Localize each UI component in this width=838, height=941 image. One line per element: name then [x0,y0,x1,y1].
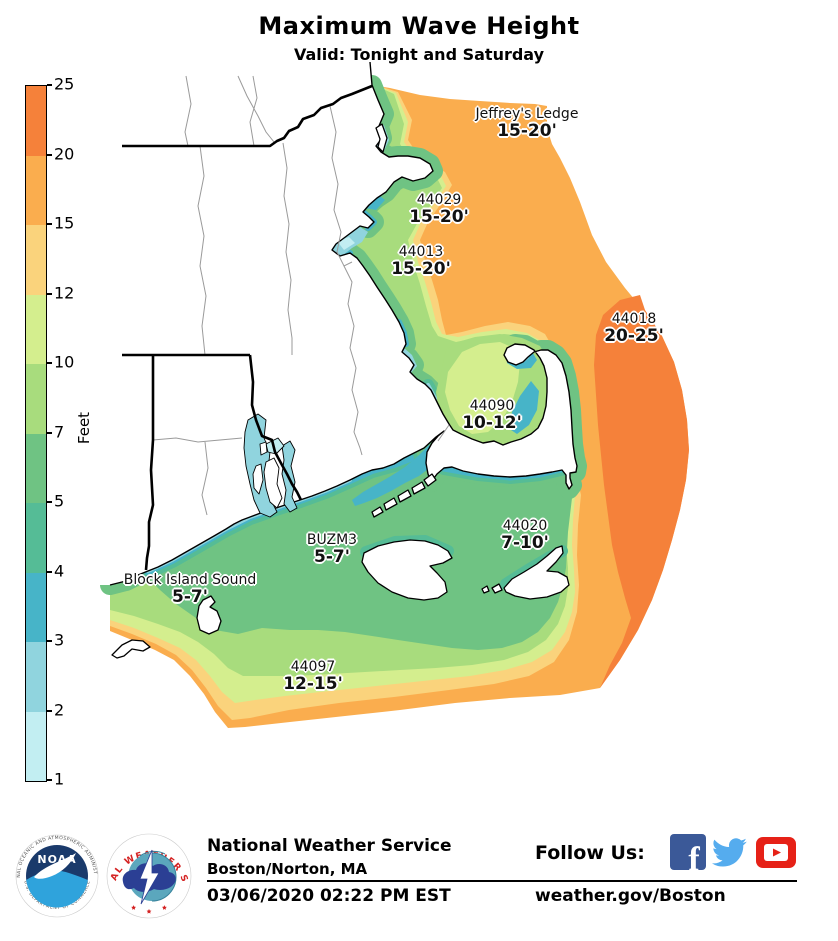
colorbar-tick [47,292,52,295]
wave-height-colorbar [25,85,47,782]
map-label-value: 20-25' [604,326,664,346]
map-label-value: 15-20' [409,207,469,227]
footer-divider [207,880,797,882]
footer-website-link[interactable]: weather.gov/Boston [535,886,726,906]
band-20-25 [594,295,689,688]
map-label-value: 10-12' [462,413,522,433]
colorbar-tick [47,779,52,781]
map-label-name: BUZM3 [306,532,358,548]
nws-logo: NATIONAL WEATHER SERVICE [106,833,192,919]
colorbar-segment-4-5 [26,503,46,573]
noaa-logo: NATIONAL OCEANIC AND ATMOSPHERIC ADMINIS… [15,834,99,918]
colorbar-segment-1-2 [26,711,46,781]
colorbar-tick-label: 5 [54,491,65,511]
colorbar-segment-2-3 [26,642,46,712]
map-label-name: 44020 [502,518,548,534]
colorbar-segment-15-20 [26,155,46,225]
colorbar-segment-5-7 [26,433,46,503]
svg-text:f: f [688,841,700,872]
island-nantucket [503,545,570,600]
colorbar-segment-10-12 [26,294,46,364]
map-label-buoy-buzm3: BUZM3 5-7' [307,532,357,567]
colorbar-tick [47,84,52,86]
island-montauk [111,639,151,659]
map-label-jeffreys-ledge: Jeffrey's Ledge 15-20' [476,106,579,141]
island-marthas-vineyard [361,539,453,601]
map-label-value: 5-7' [314,547,350,567]
colorbar-tick [47,223,52,225]
island-block-island [196,595,222,635]
map-label-name: 44097 [290,659,336,675]
map-label-value: 12-15' [283,674,343,694]
map-label-buoy-44013: 44013 15-20' [391,244,451,279]
colorbar-tick-label: 1 [54,769,65,789]
follow-us-label: Follow Us: [535,842,645,864]
colorbar-tick [47,431,52,434]
footer-timestamp: 03/06/2020 02:22 PM EST [207,886,451,906]
colorbar-tick-label: 15 [54,213,75,233]
map-label-buoy-44018: 44018 20-25' [604,311,664,346]
narragansett-bay [243,413,298,518]
colorbar-segment-3-4 [26,572,46,642]
colorbar-tick-label: 4 [54,561,65,581]
map-label-block-island-sound: Block Island Sound 5-7' [124,572,257,607]
band-5-7-south [148,464,573,650]
coastline [109,61,578,586]
map-label-buoy-44097: 44097 12-15' [283,659,343,694]
colorbar-tick [47,709,52,712]
colorbar-segment-20-25 [26,86,46,156]
map-label-value: 7-10' [501,533,549,553]
youtube-icon[interactable] [756,837,796,868]
footer: NATIONAL OCEANIC AND ATMOSPHERIC ADMINIS… [0,820,838,941]
map-label-name: 44090 [469,398,515,414]
colorbar-tick [47,501,52,503]
map-label-name: 44018 [611,311,657,327]
map-label-value: 15-20' [391,259,451,279]
colorbar-tick [47,640,52,642]
map-label-value: 15-20' [497,121,557,141]
map-label-buoy-44029: 44029 15-20' [409,192,469,227]
state-borders [122,84,373,571]
valid-time-subtitle: Valid: Tonight and Saturday [293,45,545,64]
footer-office: Boston/Norton, MA [207,860,368,878]
twitter-icon[interactable] [712,838,747,867]
colorbar-tick-label: 25 [54,74,75,94]
social-icons: f [668,832,798,872]
colorbar-segment-12-15 [26,225,46,295]
footer-org-name: National Weather Service [207,836,452,856]
map-label-name: 44013 [398,244,444,260]
colorbar-tick [47,153,52,156]
map-label-name: Block Island Sound [123,572,257,588]
colorbar-tick-label: 2 [54,700,65,720]
colorbar-tick [47,570,52,573]
colorbar-unit-label: Feet [75,411,93,445]
map-label-buoy-44090: 44090 10-12' [462,398,522,433]
colorbar-tick-label: 10 [54,352,75,372]
colorbar-tick-label: 3 [54,630,65,650]
svg-text:NOAA: NOAA [37,853,76,866]
colorbar-tick [47,362,52,364]
county-borders [152,75,450,516]
colorbar-tick-label: 12 [54,283,75,303]
map-label-name: Jeffrey's Ledge [475,106,579,122]
map-label-name: 44029 [416,192,462,208]
landmass [100,60,578,659]
map-label-value: 5-7' [172,587,208,607]
map-label-buoy-44020: 44020 7-10' [501,518,549,553]
colorbar-tick-label: 20 [54,144,75,164]
colorbar-segment-7-10 [26,364,46,434]
page-title: Maximum Wave Height [258,12,580,40]
colorbar-tick-label: 7 [54,422,65,442]
facebook-icon[interactable]: f [670,834,706,872]
